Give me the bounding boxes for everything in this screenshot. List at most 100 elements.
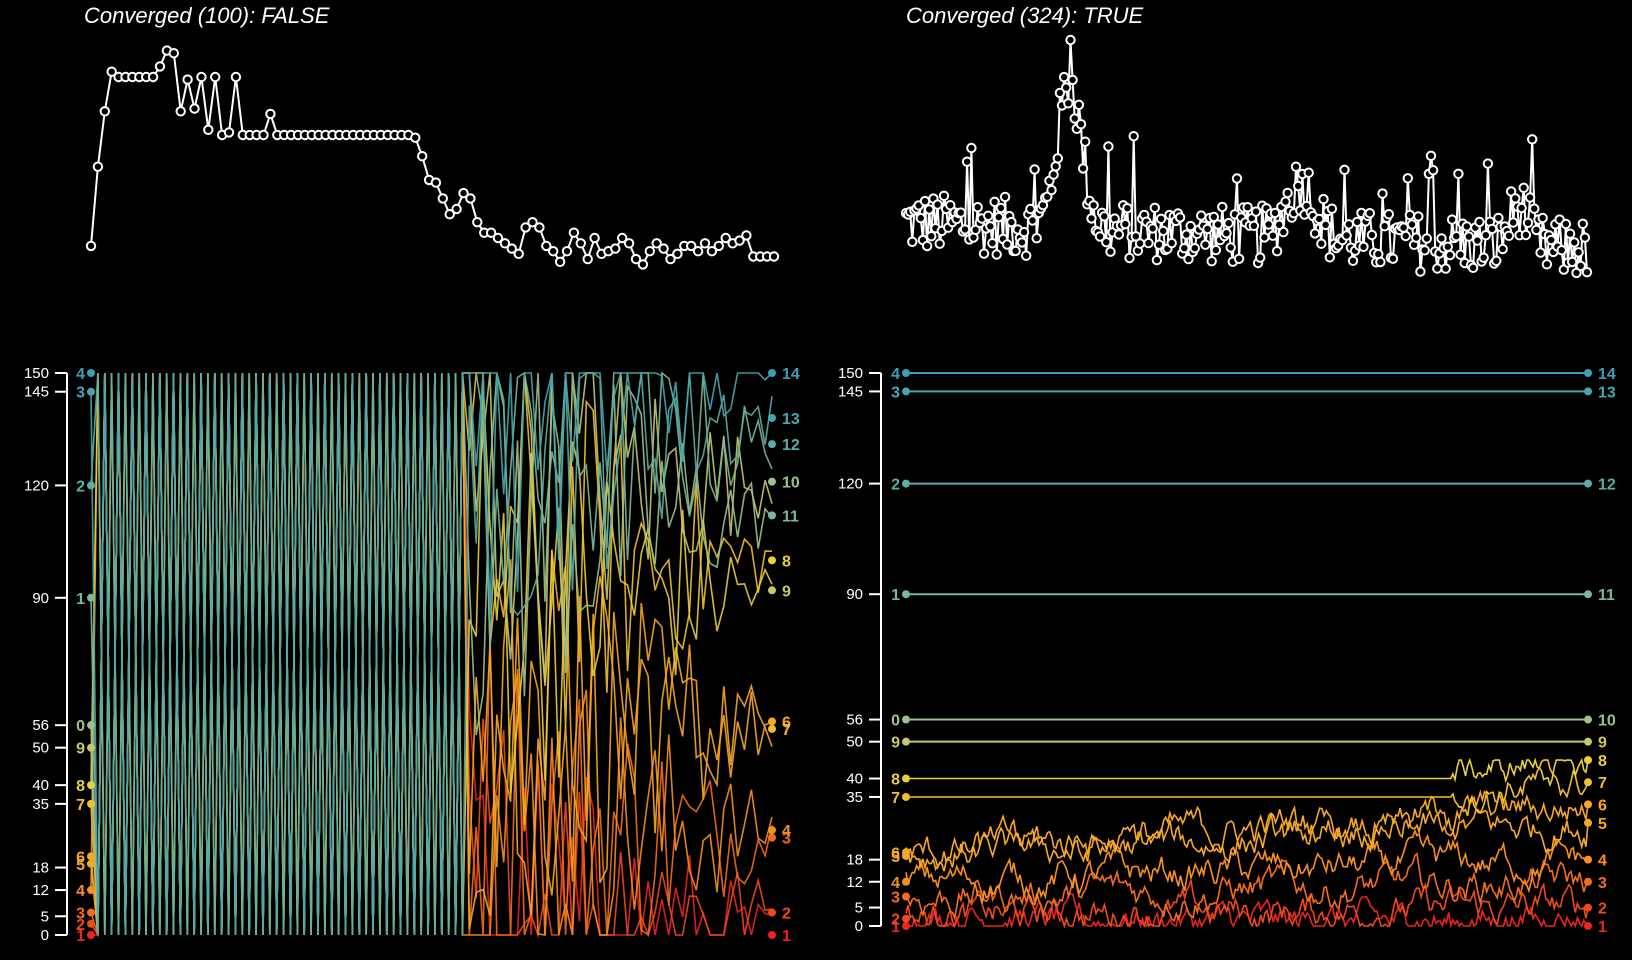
trace-point [1309, 228, 1321, 239]
series-endpoint [87, 481, 95, 490]
trace-point [223, 127, 235, 138]
left-panel-title: Converged (100): FALSE [84, 3, 330, 28]
trace-point [1341, 230, 1352, 241]
series-label: 5 [891, 849, 900, 866]
series-label: 3 [76, 906, 85, 923]
series-label: 8 [891, 772, 900, 789]
trace-point [1415, 266, 1426, 277]
trace-point [189, 103, 200, 114]
series-endpoint [1584, 855, 1592, 864]
series-label: 6 [76, 849, 85, 866]
trace-point [1491, 255, 1502, 266]
series-endpoint [902, 369, 910, 377]
trace-point [513, 248, 524, 260]
trace-point [1206, 256, 1217, 267]
trace-point [430, 177, 442, 188]
y-tick-label: 12 [32, 882, 49, 899]
series-label: 13 [1598, 384, 1616, 401]
trace-point [706, 246, 718, 257]
rank-series-line [906, 759, 1589, 817]
trace-point [1010, 245, 1021, 257]
rank-series-line [905, 789, 1589, 872]
trace-point [1280, 196, 1291, 207]
series-label: 13 [782, 411, 800, 428]
trace-point [1263, 219, 1274, 230]
trace-point [265, 108, 276, 120]
series-endpoint [87, 721, 95, 730]
series-label: 4 [891, 366, 900, 383]
series-endpoint [768, 369, 776, 377]
trace-point [1149, 202, 1161, 214]
series-endpoint [1584, 877, 1592, 886]
y-tick-label: 18 [846, 852, 863, 869]
trace-point [1128, 131, 1139, 142]
trace-point [1463, 231, 1475, 242]
series-endpoint [1584, 737, 1592, 746]
trace-point [1518, 182, 1529, 194]
trace-point [1352, 216, 1363, 228]
trace-point [1478, 252, 1489, 263]
series-label: 2 [1598, 901, 1607, 918]
trace-point [1027, 215, 1038, 226]
y-tick-label: 120 [24, 477, 49, 494]
series-label: 2 [891, 477, 900, 494]
trace-point [907, 236, 918, 248]
trace-point [1166, 237, 1177, 249]
trace-point [575, 238, 586, 249]
trace-point [1212, 219, 1224, 230]
trace-point [451, 203, 462, 215]
series-endpoint [902, 922, 910, 930]
trace-point [1210, 244, 1222, 256]
trace-point [1411, 232, 1422, 243]
y-tick-label: 56 [846, 712, 863, 729]
trace-point [699, 238, 711, 249]
series-endpoint [87, 859, 95, 868]
series-label: 7 [1598, 775, 1607, 792]
series-label: 5 [76, 857, 85, 874]
trace-point [1105, 246, 1116, 257]
trace-point [1339, 164, 1350, 176]
trace-point [1343, 219, 1355, 230]
series-endpoint [87, 387, 95, 396]
trace-point [175, 106, 186, 117]
series-label: 4 [76, 883, 85, 900]
trace-point [1419, 245, 1430, 256]
trace-point [1560, 218, 1572, 230]
trace-point [1524, 192, 1536, 203]
trace-point [1503, 230, 1515, 242]
trace-point [1031, 233, 1042, 244]
trace-point [1063, 98, 1074, 109]
series-label: 6 [782, 714, 791, 731]
series-endpoint [87, 919, 95, 928]
trace-point [1446, 214, 1458, 225]
series-label: 1 [782, 928, 791, 945]
trace-point [1231, 173, 1243, 184]
series-endpoint [902, 387, 910, 396]
trace-point [610, 243, 621, 254]
trace-point [230, 71, 242, 83]
trace-point [1271, 246, 1283, 257]
series-label: 5 [1598, 816, 1607, 833]
series-label: 7 [782, 722, 791, 739]
series-label: 1 [891, 587, 900, 604]
trace-point [589, 232, 600, 244]
trace-point [644, 246, 655, 257]
series-endpoint [768, 440, 776, 449]
trace-point [1086, 213, 1097, 224]
trace-point [961, 156, 973, 167]
series-endpoint [768, 477, 776, 486]
trace-point [1493, 212, 1504, 224]
series-label: 9 [782, 583, 791, 600]
trace-point [485, 227, 497, 238]
trace-point [527, 217, 538, 228]
trace-point [1067, 74, 1078, 86]
series-endpoint [902, 848, 910, 857]
series-label: 0 [891, 713, 900, 730]
series-label: 1 [76, 591, 85, 608]
trace-point [926, 231, 937, 242]
trace-point [1421, 233, 1433, 244]
trace-point [1546, 234, 1557, 246]
y-tick-label: 150 [838, 365, 863, 382]
trace-point [686, 240, 697, 252]
series-label: 9 [1598, 735, 1607, 752]
